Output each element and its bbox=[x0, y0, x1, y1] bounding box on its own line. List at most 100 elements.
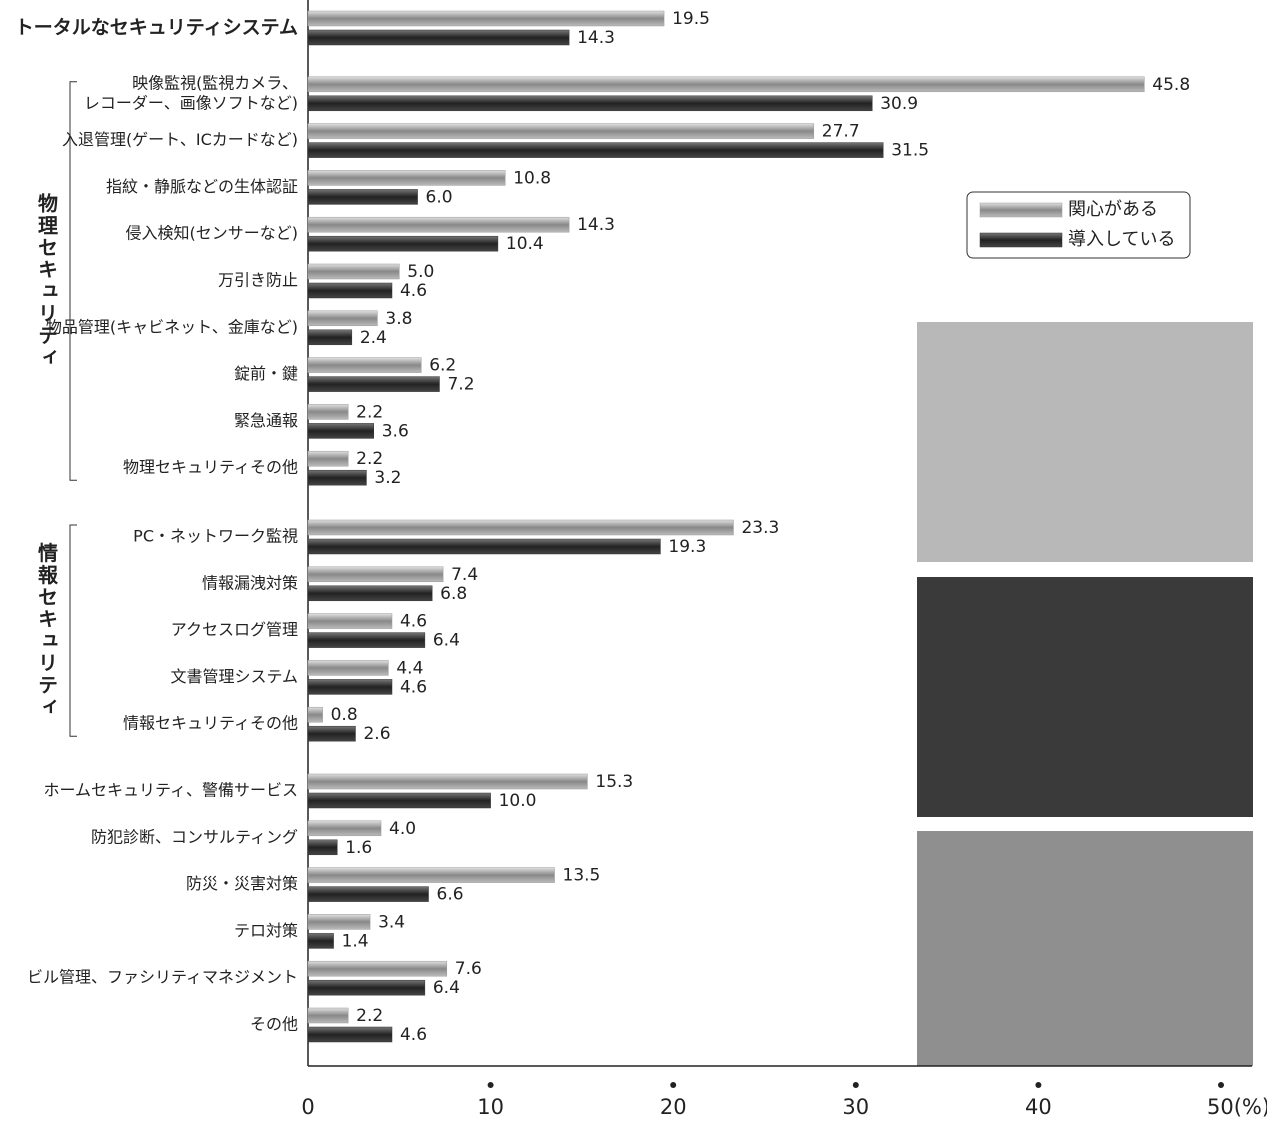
value-label: 2.4 bbox=[360, 328, 387, 348]
x-tick-label: 10 bbox=[477, 1095, 504, 1119]
bar bbox=[308, 124, 814, 139]
category-label: 指紋・静脈などの生体認証 bbox=[106, 177, 298, 196]
tick-mark bbox=[853, 1082, 859, 1088]
bar bbox=[308, 30, 569, 45]
category-label: PC・ネットワーク監視 bbox=[133, 527, 298, 546]
bar bbox=[308, 539, 660, 554]
bar bbox=[308, 470, 366, 485]
value-label: 14.3 bbox=[577, 215, 615, 235]
value-label: 4.0 bbox=[389, 819, 416, 839]
bar bbox=[308, 887, 429, 902]
value-label: 2.2 bbox=[356, 449, 383, 469]
category-label: 侵入検知(センサーなど) bbox=[126, 224, 299, 243]
bar bbox=[308, 189, 418, 204]
bar bbox=[308, 11, 664, 26]
value-label: 6.4 bbox=[433, 978, 460, 998]
photo bbox=[917, 577, 1253, 817]
bar bbox=[308, 914, 370, 929]
bar bbox=[308, 726, 355, 741]
value-label: 6.0 bbox=[426, 187, 453, 207]
value-label: 3.4 bbox=[378, 912, 405, 932]
value-label: 5.0 bbox=[407, 262, 434, 282]
value-label: 19.5 bbox=[672, 9, 710, 29]
value-label: 13.5 bbox=[563, 866, 601, 886]
value-label: 19.3 bbox=[668, 537, 706, 557]
photo bbox=[917, 322, 1253, 562]
bar bbox=[308, 311, 377, 326]
value-label: 45.8 bbox=[1152, 75, 1190, 95]
value-label: 7.4 bbox=[451, 565, 478, 585]
category-label: ホームセキュリティ、警備サービス bbox=[43, 781, 298, 800]
value-label: 3.6 bbox=[382, 421, 409, 441]
category-label: テロ対策 bbox=[234, 921, 298, 940]
category-label: 物品管理(キャビネット、金庫など) bbox=[46, 317, 298, 336]
tick-mark bbox=[1035, 1082, 1041, 1088]
value-label: 10.0 bbox=[499, 791, 537, 811]
x-tick-label: 20 bbox=[660, 1095, 687, 1119]
value-label: 2.2 bbox=[356, 402, 383, 422]
value-label: 6.4 bbox=[433, 631, 460, 651]
value-label: 7.6 bbox=[455, 959, 482, 979]
category-label: 情報漏洩対策 bbox=[202, 573, 298, 592]
legend-label: 関心がある bbox=[1068, 199, 1158, 220]
value-label: 15.3 bbox=[595, 772, 633, 792]
bar bbox=[308, 933, 334, 948]
bar bbox=[308, 793, 491, 808]
bar bbox=[308, 1027, 392, 1042]
bar bbox=[308, 330, 352, 345]
category-label: 錠前・鍵 bbox=[234, 364, 298, 383]
value-label: 4.6 bbox=[400, 1025, 427, 1045]
value-label: 0.8 bbox=[331, 705, 358, 725]
x-tick-label: 40 bbox=[1025, 1095, 1052, 1119]
bar bbox=[308, 840, 337, 855]
category-label: 緊急通報 bbox=[234, 411, 298, 430]
group-label: 情報セキュリティ bbox=[35, 541, 59, 718]
value-label: 14.3 bbox=[577, 28, 615, 48]
value-label: 10.8 bbox=[513, 168, 551, 188]
bar bbox=[308, 868, 555, 883]
tick-mark bbox=[670, 1082, 676, 1088]
value-label: 4.6 bbox=[400, 612, 427, 632]
chart: 0 10 20 30 40 50(%) トータルなセキュリティシステム 19.5 14.3 映像監… bbox=[0, 0, 1267, 1122]
value-label: 1.4 bbox=[342, 931, 369, 951]
x-tick-label: 0 bbox=[301, 1095, 314, 1119]
x-tick-label: 50(%) bbox=[1207, 1095, 1267, 1119]
x-tick-label: 30 bbox=[842, 1095, 869, 1119]
category-label: 映像監視(監視カメラ、 bbox=[132, 73, 298, 92]
value-label: 10.4 bbox=[506, 234, 544, 254]
category-label: 入退管理(ゲート、ICカードなど) bbox=[62, 130, 298, 149]
legend-swatch bbox=[980, 233, 1062, 247]
category-label: その他 bbox=[250, 1015, 298, 1034]
category-label: 万引き防止 bbox=[218, 271, 298, 290]
bar bbox=[308, 980, 425, 995]
bar bbox=[308, 633, 425, 648]
value-label: 31.5 bbox=[891, 141, 929, 161]
photo bbox=[917, 831, 1253, 1066]
legend-swatch bbox=[980, 203, 1062, 217]
value-label: 27.7 bbox=[822, 122, 860, 142]
category-label: アクセスログ管理 bbox=[171, 620, 298, 639]
bar bbox=[308, 707, 323, 722]
value-label: 4.4 bbox=[396, 658, 423, 678]
value-label: 2.6 bbox=[363, 724, 390, 744]
group-label: 物理セキュリティ bbox=[35, 192, 59, 369]
bar bbox=[308, 236, 498, 251]
bar bbox=[308, 143, 883, 158]
bar bbox=[308, 660, 388, 675]
category-label: 防災・災害対策 bbox=[186, 874, 298, 893]
value-label: 6.8 bbox=[440, 584, 467, 604]
bar bbox=[308, 774, 587, 789]
category-label: レコーダー、画像ソフトなど) bbox=[84, 93, 298, 112]
category-label: 防犯診断、コンサルティング bbox=[91, 827, 298, 846]
category-label: トータルなセキュリティシステム bbox=[15, 17, 298, 39]
bar bbox=[308, 96, 872, 111]
value-label: 30.9 bbox=[880, 94, 918, 114]
value-label: 4.6 bbox=[400, 677, 427, 697]
bar bbox=[308, 451, 348, 466]
value-label: 1.6 bbox=[345, 838, 372, 858]
legend-label: 導入している bbox=[1068, 229, 1175, 250]
bar bbox=[308, 77, 1144, 92]
bar bbox=[308, 358, 421, 373]
bar bbox=[308, 586, 432, 601]
bar bbox=[308, 217, 569, 232]
